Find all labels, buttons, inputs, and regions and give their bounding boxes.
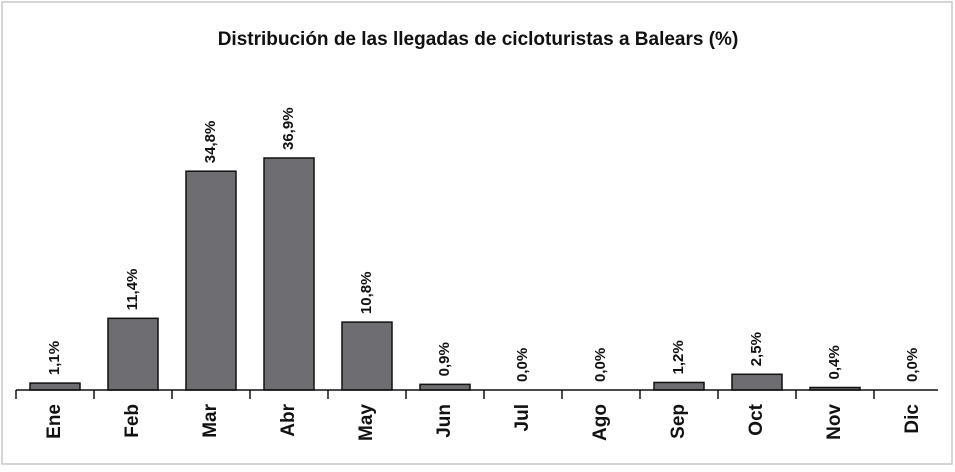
x-tick-label: Abr [278,403,299,436]
bar [653,381,705,391]
x-tick-label: Oct [746,403,767,435]
value-label: 0,4% [826,345,843,379]
bar [341,321,393,391]
value-label: 1,2% [670,340,687,374]
value-label: 34,8% [202,121,219,164]
value-label: 36,9% [280,107,297,150]
x-tick-label: Jun [434,404,455,438]
x-tick-label: Ago [590,404,611,441]
x-tick-label: Jul [512,404,533,431]
x-tick-label: Ene [44,404,65,439]
chart-frame [1,1,953,465]
bar [731,373,783,391]
value-label: 11,4% [124,269,141,311]
value-label: 0,0% [904,348,921,382]
value-label: 0,0% [514,348,531,382]
chart-title: Distribución de las llegadas de ciclotur… [218,29,739,50]
bar [185,170,237,391]
bar [263,157,315,391]
bar [107,317,159,391]
value-label: 0,9% [436,342,453,376]
x-tick-label: Feb [122,404,143,438]
value-label: 0,0% [592,348,609,382]
value-label: 10,8% [358,272,375,315]
bar [29,382,81,391]
value-label: 1,1% [46,341,63,375]
x-tick-label: Sep [668,404,689,439]
x-tick-label: Nov [824,404,845,440]
bar [419,383,471,391]
value-label: 2,5% [748,332,765,366]
x-tick-label: Dic [902,404,923,434]
x-tick-label: May [356,404,377,441]
x-tick-label: Mar [200,403,221,437]
